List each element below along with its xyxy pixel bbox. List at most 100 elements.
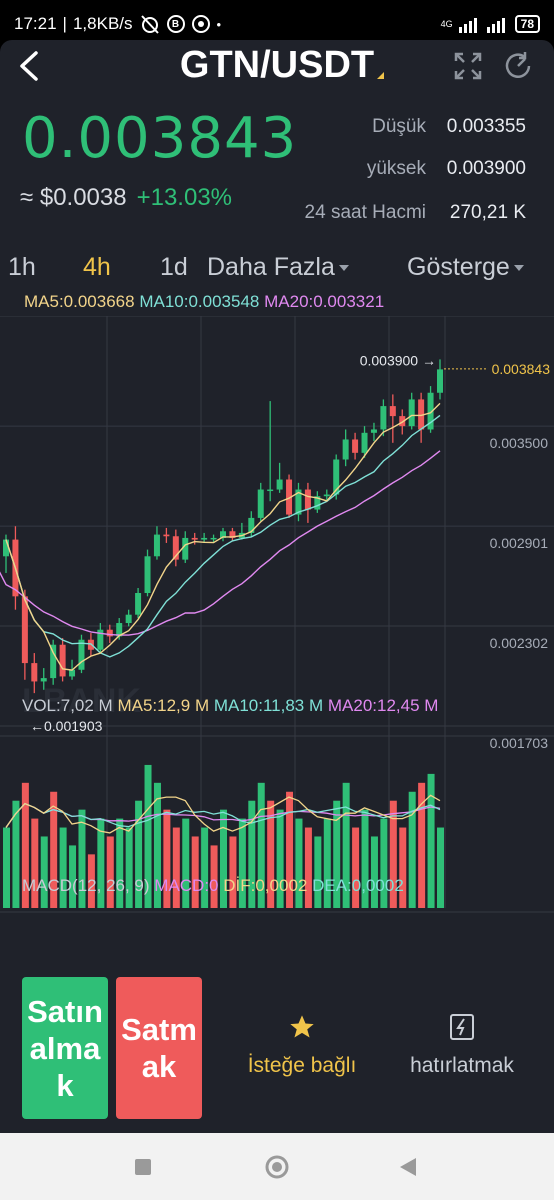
low-marker-label: ←0.001903 [30,718,103,734]
chevron-down-icon [338,265,349,272]
candle-body [21,596,28,664]
refresh-button[interactable] [502,50,534,82]
candle-body [389,406,396,417]
tab-more-label: Daha Fazla [207,253,335,281]
page-title[interactable]: GTN/USDT [179,44,375,86]
volume-bar [21,782,29,908]
volume-bar [399,827,407,908]
candle-body [69,669,76,677]
candle-body [153,534,160,557]
volume-bar [31,818,39,908]
volume-legend: VOL:7,02 M MA5:12,9 M MA10:11,83 M MA20:… [22,696,438,716]
candle-body [257,489,264,518]
dea-value: DEA:0,0002 [312,876,404,895]
volume-bar [295,818,303,908]
sell-button[interactable]: Satmak [116,977,202,1119]
volume-bar [276,809,284,908]
price-change: +13.03% [136,184,233,211]
tab-1h[interactable]: 1h [8,253,36,281]
y-tick-label: 0.001703 [490,735,549,751]
volume-bar [172,827,180,908]
volume-bar [314,836,322,908]
volume-bar [286,791,294,908]
volume-bar [408,791,416,908]
back-arrow-icon [20,51,38,81]
high-label: yüksek [366,158,426,179]
star-icon [290,1015,314,1038]
back-button[interactable] [14,46,44,86]
candle-body [144,556,151,594]
low-value: 0.003355 [446,116,526,137]
tab-indicator[interactable]: Gösterge [407,253,524,282]
chrome-icon [191,14,211,34]
volume-bar [50,791,58,908]
tab-1d[interactable]: 1d [160,253,188,281]
ticker-summary: 0.003843 Düşük 0.003355 yüksek 0.003900 … [0,92,554,252]
buy-button[interactable]: Satın almak [22,977,108,1119]
macd-params: MACD(12, 26, 9) [22,876,150,895]
alert-button[interactable]: hatırlatmak [392,1013,532,1078]
candle-body [182,537,189,560]
candle-body [380,406,387,430]
volume-bar [342,782,350,908]
kline-chart[interactable]: 0.003500 0.002901 0.002302 0.001703 LBANK 0.0… [0,316,554,924]
candle-body [201,537,208,540]
candle-body [248,517,255,533]
candle-body [408,399,415,427]
y-tick-label: 0.002302 [490,635,549,651]
volume-bar [323,818,331,908]
high-value: 0.003900 [446,158,526,179]
volume-bar [163,809,171,908]
vol-ma20-value: MA20:12,45 M [327,696,439,715]
candle-body [295,489,302,515]
volume-bar [97,818,105,908]
volume-bar [3,827,10,908]
tab-4h[interactable]: 4h [83,253,111,281]
fullscreen-button[interactable] [452,50,484,82]
volume-bar [182,818,190,908]
candle-body [399,416,406,427]
volume-bar [229,836,237,908]
candle-body [116,623,123,637]
ma-legend: MA5:0.003668 MA10:0.003548 MA20:0.003321 [24,292,384,312]
vol-value: VOL:7,02 M [22,696,113,715]
y-tick-label: 0.003500 [490,435,549,451]
volume-bar [304,827,312,908]
macd-value: MACD:0 [154,876,219,895]
dot-icon: • [216,16,222,32]
volume-bar [238,818,246,908]
macd-legend: MACD(12, 26, 9) MACD:0 DİF:0,0002 DEA:0,… [22,876,404,896]
candle-body [361,432,368,453]
fullscreen-icon [454,52,482,80]
tab-more[interactable]: Daha Fazla [207,253,349,282]
usd-line: ≈ $0.0038 +13.03% [20,184,232,212]
candle-body [125,614,132,624]
favorite-button[interactable]: İsteğe bağlı [232,1013,372,1078]
candle-body [78,639,85,670]
volume-bar [135,800,143,908]
volume-bar [87,854,95,908]
candle-body [135,593,142,615]
candle-body [229,531,236,538]
volume-bar [12,800,20,908]
candle-body [323,494,330,497]
low-label: Düşük [372,116,426,137]
volume-bar [191,836,199,908]
volume-stat: 24 saat Hacmi 270,21 K [305,202,526,224]
alert-label: hatırlatmak [410,1054,514,1077]
volume-bar [220,809,227,908]
candle-body [172,536,179,560]
back-nav-button[interactable] [398,1156,418,1183]
watermark-logo: LBANK [22,682,141,720]
candle-body [286,479,293,515]
candle-body [191,537,198,540]
refresh-icon [505,52,531,78]
candle-body [40,678,47,682]
pair-selector-caret-icon[interactable] [377,72,384,79]
circle-icon [265,1155,289,1179]
volume-bar [153,782,161,908]
volume-bar [389,800,397,908]
home-button[interactable] [264,1154,290,1185]
recent-apps-button[interactable] [134,1158,152,1181]
candle-body [220,531,226,538]
